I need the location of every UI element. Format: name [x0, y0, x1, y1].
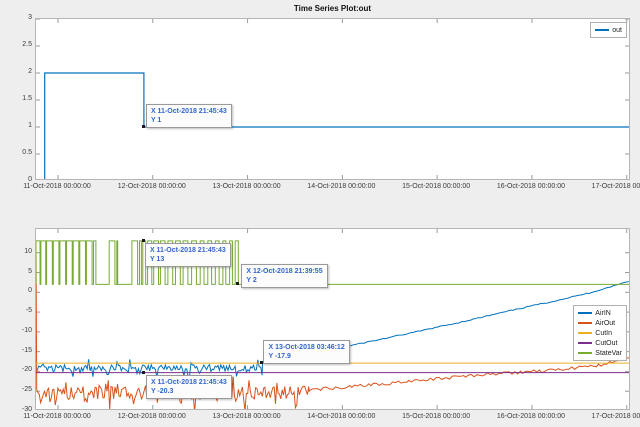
series-line-AirOut[interactable] — [36, 245, 629, 409]
plot-area-out[interactable] — [35, 18, 630, 180]
figure-title: Time Series Plot:out — [35, 4, 630, 13]
legend-line-sample — [578, 332, 592, 334]
datatip[interactable]: X 11-Oct-2018 21:45:43Y 13 — [145, 243, 231, 267]
x-tick-label: 13-Oct-2018 00:00:00 — [199, 413, 295, 420]
legend-line-sample — [578, 352, 592, 354]
datatip[interactable]: X 12-Oct-2018 21:39:55Y 2 — [241, 264, 327, 288]
legend-label: out — [612, 27, 622, 34]
y-tick-label: 0 — [2, 287, 32, 294]
datatip-line: Y 13 — [150, 255, 226, 264]
y-tick-label: 1 — [2, 122, 32, 129]
datatip-line: X 12-Oct-2018 21:39:55 — [246, 267, 322, 276]
datatip-marker[interactable] — [142, 371, 145, 374]
x-tick-label: 14-Oct-2018 00:00:00 — [293, 413, 389, 420]
legend-entry-CutIn[interactable]: CutIn — [578, 328, 622, 338]
y-tick-label: 2 — [2, 68, 32, 75]
x-tick-label: 12-Oct-2018 00:00:00 — [104, 183, 200, 190]
legend-label: CutOut — [595, 340, 617, 347]
legend-entry-AirOut[interactable]: AirOut — [578, 318, 622, 328]
plot-area-signals[interactable] — [35, 228, 630, 410]
datatip[interactable]: X 11-Oct-2018 21:45:43Y -20.3 — [146, 375, 232, 399]
legend-line-sample — [578, 312, 592, 314]
datatip-line: Y 1 — [151, 116, 227, 125]
plot-canvas — [36, 229, 629, 409]
y-tick-label: 3 — [2, 14, 32, 21]
datatip-marker[interactable] — [142, 239, 145, 242]
datatip-line: X 13-Oct-2018 03:46:12 — [268, 343, 344, 352]
legend-entry-AirIN[interactable]: AirIN — [578, 308, 622, 318]
datatip[interactable]: X 13-Oct-2018 03:46:12Y -17.9 — [263, 340, 349, 364]
x-tick-label: 16-Oct-2018 00:00:00 — [483, 183, 579, 190]
datatip-marker[interactable] — [260, 361, 263, 364]
y-tick-label: 2.5 — [2, 41, 32, 48]
y-tick-label: -15 — [2, 347, 32, 354]
x-tick-label: 12-Oct-2018 00:00:00 — [104, 413, 200, 420]
x-tick-label: 15-Oct-2018 00:00:00 — [388, 413, 484, 420]
legend-line-sample — [595, 29, 609, 31]
series-line-StateVar[interactable] — [36, 241, 629, 285]
datatip[interactable]: X 11-Oct-2018 21:45:43Y 1 — [146, 104, 232, 128]
datatip-line: Y 2 — [246, 276, 322, 285]
legend[interactable]: out — [590, 22, 627, 38]
datatip-line: X 11-Oct-2018 21:45:43 — [151, 107, 227, 116]
y-tick-label: 1.5 — [2, 95, 32, 102]
legend-label: AirOut — [595, 320, 615, 327]
x-tick-label: 17-Oct-2018 00:00:00 — [578, 413, 640, 420]
datatip-marker[interactable] — [142, 125, 145, 128]
y-tick-label: -5 — [2, 307, 32, 314]
y-tick-label: 0 — [2, 176, 32, 183]
x-tick-label: 14-Oct-2018 00:00:00 — [293, 183, 389, 190]
y-tick-label: 0.5 — [2, 149, 32, 156]
legend-line-sample — [578, 342, 592, 344]
legend[interactable]: AirIN AirOut CutIn CutOut StateVar — [573, 305, 627, 361]
x-tick-label: 16-Oct-2018 00:00:00 — [483, 413, 579, 420]
y-tick-label: -20 — [2, 366, 32, 373]
y-tick-label: 10 — [2, 248, 32, 255]
x-tick-label: 17-Oct-2018 00:00:00 — [578, 183, 640, 190]
legend-entry-out[interactable]: out — [595, 25, 622, 35]
x-tick-label: 11-Oct-2018 00:00:00 — [9, 413, 105, 420]
y-tick-label: -25 — [2, 386, 32, 393]
legend-line-sample — [578, 322, 592, 324]
x-tick-label: 15-Oct-2018 00:00:00 — [388, 183, 484, 190]
datatip-line: Y -20.3 — [151, 387, 227, 396]
legend-label: CutIn — [595, 330, 612, 337]
datatip-line: X 11-Oct-2018 21:45:43 — [151, 378, 227, 387]
x-tick-label: 11-Oct-2018 00:00:00 — [9, 183, 105, 190]
matlab-figure-window: Time Series Plot:out 11-Oct-2018 00:00:0… — [0, 0, 640, 427]
plot-canvas — [36, 19, 629, 179]
datatip-line: Y -17.9 — [268, 352, 344, 361]
x-tick-label: 13-Oct-2018 00:00:00 — [199, 183, 295, 190]
legend-label: AirIN — [595, 310, 611, 317]
y-tick-label: -30 — [2, 406, 32, 413]
y-tick-label: -10 — [2, 327, 32, 334]
y-tick-label: 5 — [2, 268, 32, 275]
legend-entry-CutOut[interactable]: CutOut — [578, 338, 622, 348]
legend-entry-StateVar[interactable]: StateVar — [578, 348, 622, 358]
series-line-out[interactable] — [36, 73, 629, 179]
datatip-marker[interactable] — [236, 282, 239, 285]
legend-label: StateVar — [595, 350, 622, 357]
datatip-line: X 11-Oct-2018 21:45:43 — [150, 246, 226, 255]
